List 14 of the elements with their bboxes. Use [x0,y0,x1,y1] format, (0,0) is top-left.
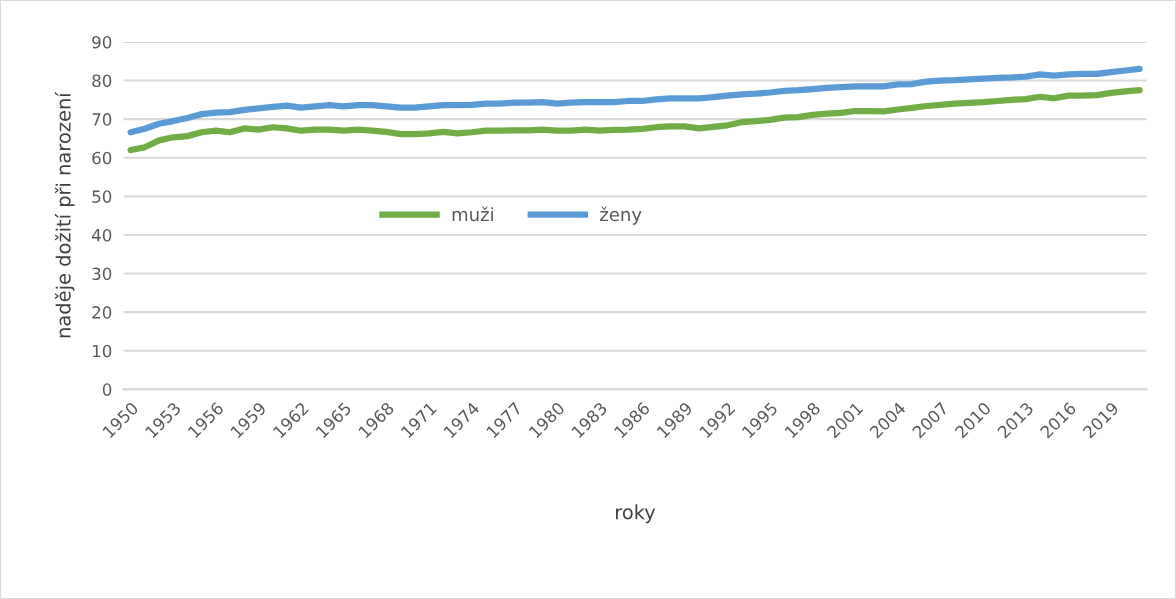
y-tick-label: 0 [102,383,112,396]
y-tick-label: 60 [92,151,112,165]
y-tick-label: 50 [92,190,112,203]
y-tick-label: 70 [92,113,112,126]
y-tick-label: 40 [91,228,112,242]
y-tick-label: 90 [92,35,112,49]
y-axis-title: naděje dožití při narození [54,91,75,338]
legend-label: muži [452,206,493,222]
y-tick-label: 10 [92,344,112,358]
y-tick-label: 20 [92,306,112,319]
x-axis-title: roky [616,504,656,524]
y-tick-label: 30 [92,267,112,281]
legend-label: ženy [600,206,642,225]
y-tick-label: 80 [92,74,112,88]
